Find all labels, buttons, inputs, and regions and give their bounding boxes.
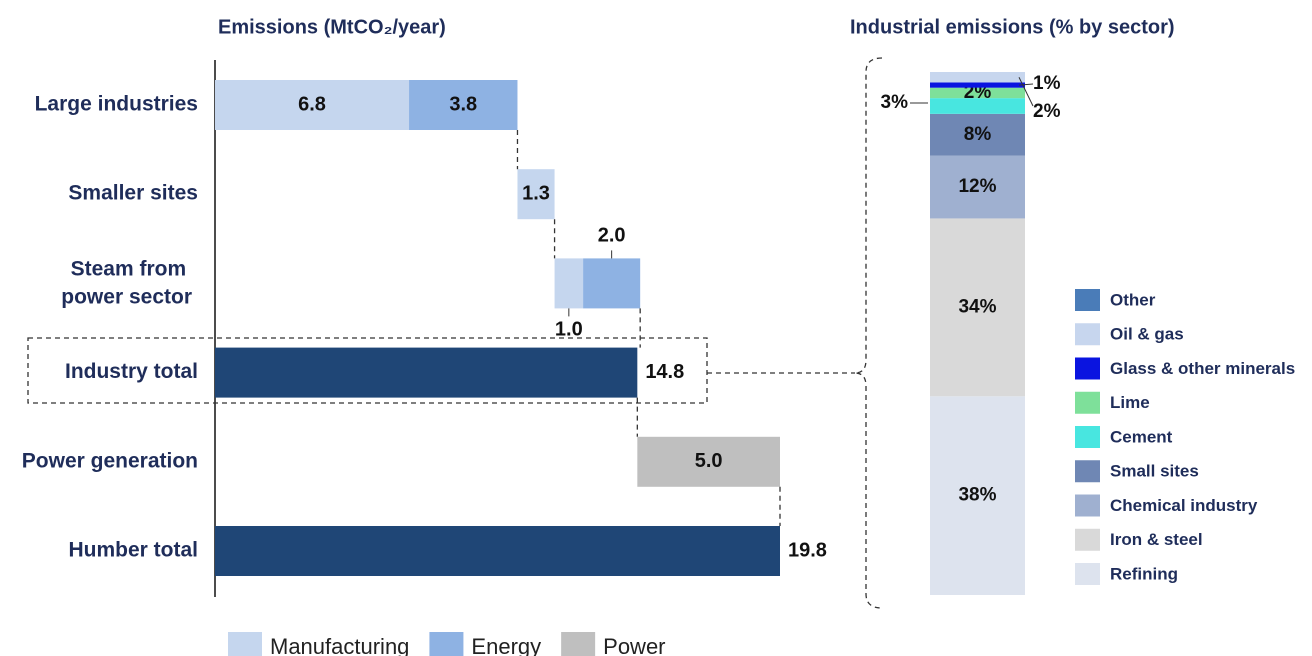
bar-segment <box>930 155 1025 219</box>
legend-swatch <box>1075 494 1100 517</box>
legend-label: Power <box>603 634 665 656</box>
value-label: 5.0 <box>695 450 723 472</box>
bar-segment <box>930 396 1025 595</box>
bar-segment <box>517 169 555 220</box>
chart-title: Emissions (MtCO₂/year) <box>218 16 446 38</box>
legend-swatch <box>1075 323 1100 346</box>
legend-label: Glass & other minerals <box>1110 359 1295 378</box>
category-label: Industry total <box>65 360 198 383</box>
value-label: 12% <box>958 176 996 197</box>
bar-segment <box>930 218 1025 397</box>
bar-segment <box>215 80 410 130</box>
value-label: 2.0 <box>598 225 626 247</box>
bar-segment <box>930 82 1025 88</box>
legend-label: Refining <box>1110 564 1178 583</box>
category-label: Smaller sites <box>68 182 198 205</box>
value-label: 2% <box>1033 101 1061 122</box>
legend-label: Lime <box>1110 393 1150 412</box>
leader-line <box>1018 83 1034 86</box>
legend-swatch <box>1075 528 1100 551</box>
value-label: 14.8 <box>645 361 684 383</box>
bar-segment <box>409 80 518 130</box>
category-label: Large industries <box>35 93 198 116</box>
legend-swatch <box>429 632 464 656</box>
legend-label: Energy <box>471 634 541 656</box>
value-label: 3.8 <box>449 93 477 115</box>
value-label: 34% <box>958 296 996 317</box>
category-label: Steam from power sector <box>61 257 192 308</box>
legend-label: Iron & steel <box>1110 530 1203 549</box>
bar-segment <box>930 113 1025 156</box>
legend-swatch <box>1075 357 1100 380</box>
value-label: 6.8 <box>298 93 326 115</box>
value-label: 38% <box>958 485 996 506</box>
bar-segment <box>554 258 584 309</box>
legend-label: Manufacturing <box>270 634 409 656</box>
bar-segment <box>637 436 780 487</box>
legend-swatch <box>1075 460 1100 483</box>
legend-swatch <box>561 632 596 656</box>
legend-label: Small sites <box>1110 462 1199 481</box>
value-label: 19.8 <box>788 539 827 561</box>
legend-label: Oil & gas <box>1110 325 1184 344</box>
bar-segment <box>930 87 1025 99</box>
legend-swatch <box>1075 563 1100 585</box>
bar-segment <box>930 72 1025 83</box>
legend-label: Chemical industry <box>1110 496 1258 515</box>
legend-swatch <box>1075 289 1100 311</box>
value-label: 1.0 <box>555 319 583 341</box>
total-bar <box>215 526 780 576</box>
legend-label: Other <box>1110 290 1156 309</box>
legend-swatch <box>228 632 262 656</box>
category-label: Power generation <box>22 449 198 472</box>
bar-segment <box>930 98 1025 114</box>
bracket <box>854 57 883 609</box>
highlight-box <box>27 337 708 404</box>
category-label: Humber total <box>68 539 198 562</box>
legend-swatch <box>1075 426 1100 448</box>
legend-label: Cement <box>1110 427 1173 446</box>
value-label: 3% <box>881 92 909 113</box>
total-bar <box>215 347 638 398</box>
value-label: 1% <box>1033 73 1061 94</box>
value-label: 8% <box>964 124 992 145</box>
chart-title: Industrial emissions (% by sector) <box>850 16 1175 38</box>
legend-swatch <box>1075 391 1100 414</box>
value-label: 1.3 <box>522 182 550 204</box>
bar-segment <box>583 258 641 309</box>
leader-line <box>1018 77 1034 107</box>
